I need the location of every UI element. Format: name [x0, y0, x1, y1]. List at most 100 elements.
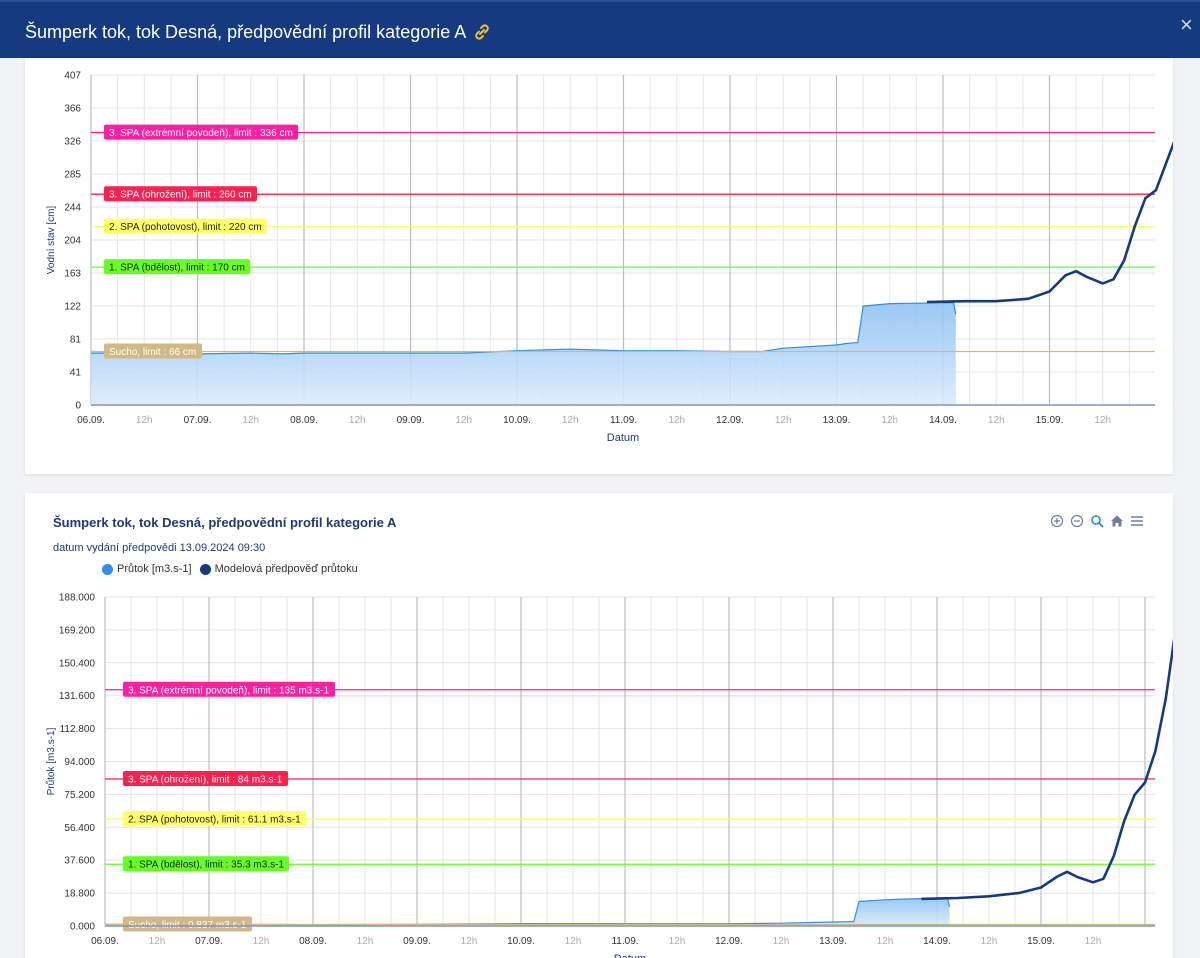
- discharge-chart[interactable]: 0.000 18.800 37.600 56.400 75.200 94.000 112.8…: [25, 493, 1173, 958]
- y-tick-label: 150.400: [59, 658, 96, 669]
- y-tick-label: 94.000: [64, 757, 95, 768]
- threshold-label-text: 3. SPA (extrémní povodeň), limit : 135 m…: [128, 685, 329, 696]
- y-tick-label: 131.600: [59, 691, 96, 702]
- x-tick-label: 12h: [773, 936, 790, 947]
- y-tick-label: 37.600: [64, 856, 95, 867]
- threshold-label-spa3_extreme: 3. SPA (extrémní povodeň), limit : 135 m…: [123, 681, 335, 697]
- threshold-label-text: 3. SPA (ohrožení), limit : 84 m3.s-1: [128, 775, 283, 786]
- magnify-icon[interactable]: [1090, 514, 1104, 528]
- threshold-label-bg: [123, 856, 289, 872]
- forecast-issue-date: datum vydání předpovědi 13.09.2024 09:30: [53, 542, 266, 554]
- legend-item-observed[interactable]: Průtok [m3.s-1]: [102, 563, 192, 575]
- y-tick-label: 122: [64, 302, 81, 313]
- x-tick-label: 15.09.: [1027, 936, 1055, 947]
- threshold-label-text: 2. SPA (pohotovost), limit : 61.1 m3.s-1: [128, 815, 301, 826]
- threshold-label-spa3_extreme: 3. SPA (extrémní povodeň), limit : 336 c…: [104, 124, 298, 140]
- water-level-chart[interactable]: 0 41 81 122 163 204 244 285 326 366 407 06.09. 12h 07…: [25, 58, 1173, 474]
- x-tick-label: 09.09.: [397, 415, 425, 426]
- x-tick-label: 12h: [988, 415, 1005, 426]
- observed-line: [91, 302, 957, 355]
- home-icon[interactable]: [1110, 514, 1124, 528]
- x-tick-label: 12h: [881, 415, 898, 426]
- x-tick-label: 11.09.: [610, 415, 637, 426]
- y-tick-label: 204: [64, 236, 81, 247]
- y-tick-label: 244: [64, 203, 81, 214]
- y-tick-label: 285: [64, 170, 81, 181]
- link-icon[interactable]: [472, 22, 492, 42]
- x-tick-label: 08.09.: [290, 415, 318, 426]
- threshold-label-drought: Sucho, limit : 66 cm: [104, 343, 202, 359]
- x-tick-label: 12h: [455, 415, 472, 426]
- threshold-label-bg: [104, 186, 257, 202]
- x-tick-label: 14.09.: [923, 936, 951, 947]
- x-tick-label: 12h: [565, 936, 582, 947]
- y-tick-label: 169.200: [59, 625, 96, 636]
- x-axis-title: Datum: [614, 953, 646, 958]
- x-tick-label: 10.09.: [507, 936, 535, 947]
- threshold-label-drought: Sucho, limit : 0.837 m3.s-1: [123, 916, 252, 932]
- x-tick-label: 12h: [242, 415, 259, 426]
- x-tick-label: 12h: [357, 936, 374, 947]
- y-tick-label: 188.000: [59, 593, 96, 604]
- x-tick-label: 06.09.: [77, 415, 105, 426]
- water-level-chart-card: 0 41 81 122 163 204 244 285 326 366 407 06.09. 12h 07…: [25, 58, 1173, 474]
- y-tick-label: 75.200: [64, 790, 95, 801]
- x-tick-label: 15.09.: [1036, 415, 1064, 426]
- dialog-header: Šumperk tok, tok Desná, předpovědní prof…: [0, 0, 1200, 58]
- threshold-label-text: 1. SPA (bdělost), limit : 170 cm: [109, 263, 245, 274]
- threshold-label-bg: [123, 811, 306, 827]
- threshold-label-bg: [123, 681, 335, 697]
- y-tick-label: 41: [70, 368, 82, 379]
- chart-title: Šumperk tok, tok Desná, předpovědní prof…: [53, 515, 397, 530]
- y-tick-label: 0.000: [70, 922, 95, 933]
- x-tick-label: 12h: [668, 415, 685, 426]
- legend-label-observed: Průtok [m3.s-1]: [117, 563, 192, 575]
- threshold-label-text: 3. SPA (extrémní povodeň), limit : 336 c…: [109, 128, 293, 139]
- x-tick-label: 12h: [877, 936, 894, 947]
- menu-icon[interactable]: [1130, 514, 1144, 528]
- legend-item-forecast[interactable]: Modelová předpověď průtoku: [199, 563, 358, 575]
- x-tick-label: 13.09.: [819, 936, 847, 947]
- legend-marker-observed: [102, 563, 113, 575]
- x-tick-label: 12h: [775, 415, 792, 426]
- close-icon[interactable]: ×: [1180, 12, 1193, 37]
- y-tick-label: 0: [75, 401, 81, 412]
- x-tick-label: 12h: [349, 415, 366, 426]
- x-tick-label: 12h: [981, 936, 998, 947]
- x-tick-label: 09.09.: [403, 936, 431, 947]
- x-tick-label: 12h: [149, 936, 166, 947]
- threshold-label-spa1: 1. SPA (bdělost), limit : 170 cm: [104, 259, 250, 275]
- x-tick-label: 13.09.: [823, 415, 851, 426]
- threshold-label-bg: [104, 343, 202, 359]
- y-axis-title: Průtok [m3.s-1]: [45, 727, 57, 795]
- chart-legend: Průtok [m3.s-1] Modelová předpověď průto…: [102, 563, 358, 575]
- threshold-label-bg: [104, 218, 267, 234]
- zoom-out-icon[interactable]: [1070, 514, 1084, 528]
- y-tick-label: 407: [64, 71, 81, 82]
- legend-label-forecast: Modelová předpověď průtoku: [214, 563, 358, 575]
- threshold-label-bg: [123, 771, 288, 786]
- threshold-label-text: Sucho, limit : 66 cm: [109, 347, 196, 358]
- legend-marker-forecast: [199, 563, 211, 575]
- threshold-label-bg: [104, 259, 250, 275]
- discharge-chart-card: Šumperk tok, tok Desná, předpovědní prof…: [25, 493, 1173, 958]
- x-tick-label: 07.09.: [195, 936, 223, 947]
- x-tick-label: 12h: [1085, 936, 1102, 947]
- x-tick-label: 12.09.: [715, 936, 743, 947]
- threshold-label-spa2: 2. SPA (pohotovost), limit : 61.1 m3.s-1: [123, 811, 306, 827]
- forecast-line: [926, 141, 1173, 304]
- threshold-label-bg: [123, 916, 252, 932]
- chart-toolbar: [1050, 514, 1144, 528]
- zoom-in-icon[interactable]: [1050, 514, 1064, 528]
- observed-area: [91, 302, 956, 405]
- y-tick-label: 81: [70, 335, 82, 346]
- x-tick-label: 12h: [461, 936, 478, 947]
- threshold-label-spa2: 2. SPA (pohotovost), limit : 220 cm: [104, 218, 267, 234]
- threshold-label-text: 3. SPA (ohrožení), limit : 260 cm: [109, 190, 252, 201]
- y-axis-title: Vodní stav [cm]: [46, 206, 57, 275]
- x-tick-label: 06.09.: [91, 936, 119, 947]
- x-tick-label: 10.09.: [503, 415, 531, 426]
- threshold-label-spa3: 3. SPA (ohrožení), limit : 84 m3.s-1: [123, 771, 288, 786]
- forecast-line: [921, 638, 1173, 901]
- x-tick-label: 12h: [669, 936, 686, 947]
